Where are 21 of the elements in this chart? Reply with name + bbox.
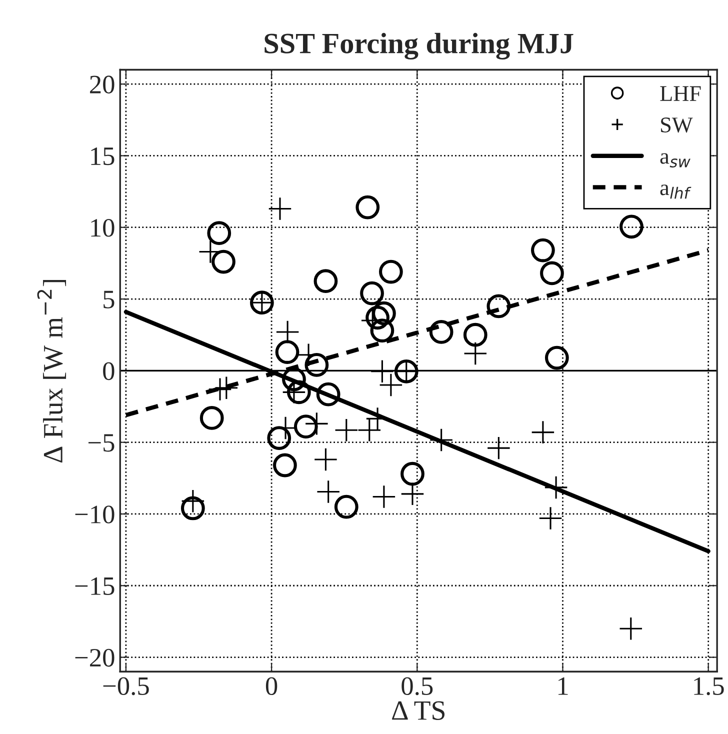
- x-tick-label: 1.5: [694, 677, 724, 696]
- y-axis-title: Δ Flux [W m$^{−2}$]: [37, 280, 66, 463]
- legend-label: LHF: [660, 86, 701, 101]
- x-tick-label: 1: [558, 677, 568, 695]
- y-tick-label: 20: [90, 76, 114, 94]
- x-axis-title: Δ TS: [392, 701, 444, 720]
- y-tick-label: 5: [104, 290, 114, 308]
- y-tick-label: 15: [91, 147, 114, 166]
- y-tick-label: −20: [75, 648, 114, 667]
- y-tick-label: −5: [88, 434, 114, 452]
- chart-title: SST Forcing during MJJ: [264, 32, 574, 60]
- x-tick-label: 0.5: [402, 677, 433, 696]
- y-tick-label: 0: [103, 362, 114, 380]
- legend-label: a$_{lhf}$: [660, 184, 692, 199]
- y-tick-label: −10: [75, 506, 114, 524]
- legend-label: SW: [661, 118, 693, 133]
- x-tick-label: 0: [266, 677, 278, 696]
- legend-label: a$_{sw}$: [660, 153, 690, 168]
- x-tick-label: −0.5: [103, 677, 149, 696]
- y-tick-label: −15: [75, 577, 114, 596]
- y-tick-label: 10: [91, 218, 114, 237]
